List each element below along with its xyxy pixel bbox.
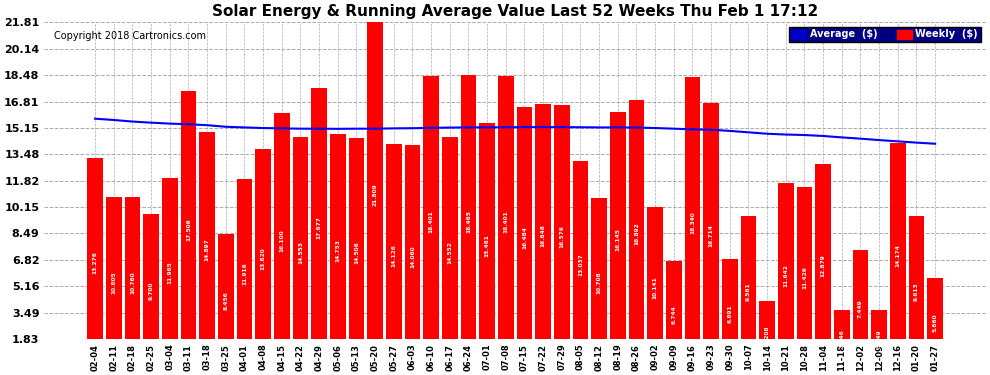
Text: 16.648: 16.648 [541, 225, 545, 248]
Bar [144, 214, 159, 368]
Bar [703, 103, 719, 368]
Text: 11.642: 11.642 [783, 264, 788, 287]
Text: 11.965: 11.965 [167, 262, 172, 285]
Text: 18.401: 18.401 [503, 211, 508, 234]
Bar [553, 105, 569, 368]
Bar [218, 234, 234, 368]
Text: 14.897: 14.897 [205, 238, 210, 261]
Title: Solar Energy & Running Average Value Last 52 Weeks Thu Feb 1 17:12: Solar Energy & Running Average Value Las… [212, 4, 819, 19]
Text: 9.700: 9.700 [148, 282, 153, 300]
Bar [572, 161, 588, 368]
Bar [255, 149, 271, 368]
Text: 3.649: 3.649 [876, 330, 882, 348]
Text: Copyright 2018 Cartronics.com: Copyright 2018 Cartronics.com [53, 31, 206, 41]
Bar [274, 113, 290, 368]
Text: 15.461: 15.461 [485, 234, 490, 257]
Bar [928, 278, 943, 368]
Text: 14.753: 14.753 [336, 240, 341, 262]
Bar [161, 178, 178, 368]
Text: 14.126: 14.126 [391, 244, 396, 267]
Text: 10.141: 10.141 [652, 276, 657, 299]
Bar [460, 75, 476, 368]
Bar [610, 112, 626, 368]
Text: 12.879: 12.879 [821, 255, 826, 277]
Bar [367, 22, 383, 368]
Text: 9.561: 9.561 [745, 283, 751, 302]
Bar [498, 76, 514, 368]
Bar [722, 259, 738, 368]
Bar [684, 77, 700, 368]
Bar [292, 137, 309, 368]
Bar [852, 250, 868, 368]
Text: 14.552: 14.552 [447, 241, 452, 264]
Bar [348, 138, 364, 368]
Text: 11.426: 11.426 [802, 266, 807, 289]
Bar [909, 216, 925, 368]
Text: 18.340: 18.340 [690, 211, 695, 234]
Bar [759, 301, 775, 368]
Bar [666, 261, 682, 368]
Bar [106, 197, 122, 368]
Bar [815, 164, 831, 368]
Text: 5.660: 5.660 [933, 314, 938, 332]
Text: 21.809: 21.809 [372, 184, 377, 207]
Bar [125, 197, 141, 368]
Bar [386, 144, 402, 368]
Bar [442, 137, 457, 368]
Text: 13.820: 13.820 [260, 247, 265, 270]
Bar [199, 132, 215, 368]
Text: 10.708: 10.708 [597, 272, 602, 294]
Text: 16.484: 16.484 [522, 226, 527, 249]
Bar [871, 310, 887, 368]
Bar [536, 104, 551, 368]
Text: 18.465: 18.465 [466, 210, 471, 233]
Text: 16.100: 16.100 [279, 229, 284, 252]
Bar [629, 100, 644, 368]
Text: 16.576: 16.576 [559, 225, 564, 248]
Text: 6.744: 6.744 [671, 305, 676, 324]
Text: 16.892: 16.892 [634, 223, 639, 246]
Text: 16.145: 16.145 [615, 228, 621, 251]
Bar [741, 216, 756, 368]
Text: 17.677: 17.677 [317, 216, 322, 239]
Text: 13.276: 13.276 [93, 251, 98, 274]
Text: 6.891: 6.891 [728, 304, 733, 322]
Text: 14.060: 14.060 [410, 245, 415, 268]
Text: 3.646: 3.646 [840, 330, 844, 348]
Bar [591, 198, 607, 368]
Bar [87, 158, 103, 368]
Bar [237, 179, 252, 368]
Bar [517, 107, 533, 368]
Text: 7.449: 7.449 [858, 300, 863, 318]
Text: 8.456: 8.456 [224, 291, 229, 310]
Text: 17.506: 17.506 [186, 218, 191, 241]
Bar [647, 207, 663, 368]
Bar [834, 310, 849, 368]
Bar [479, 123, 495, 368]
Text: 18.401: 18.401 [429, 211, 434, 234]
Text: 13.037: 13.037 [578, 253, 583, 276]
Legend: Average  ($), Weekly  ($): Average ($), Weekly ($) [788, 27, 981, 42]
Text: 14.506: 14.506 [354, 242, 359, 264]
Text: 14.553: 14.553 [298, 241, 303, 264]
Bar [423, 76, 439, 368]
Bar [330, 134, 346, 368]
Bar [797, 187, 813, 368]
Text: 14.174: 14.174 [895, 244, 900, 267]
Bar [180, 91, 196, 368]
Text: 10.760: 10.760 [130, 271, 135, 294]
Text: 16.714: 16.714 [709, 224, 714, 247]
Bar [778, 183, 794, 368]
Bar [890, 143, 906, 368]
Text: 4.208: 4.208 [764, 325, 769, 344]
Bar [405, 145, 421, 368]
Bar [311, 88, 327, 368]
Text: 9.613: 9.613 [914, 282, 919, 301]
Text: 10.805: 10.805 [111, 271, 116, 294]
Text: 11.916: 11.916 [242, 262, 247, 285]
